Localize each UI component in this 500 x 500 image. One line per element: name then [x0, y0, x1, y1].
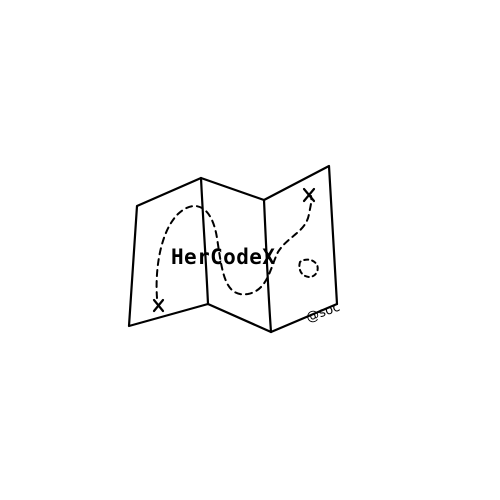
trail-loop — [298, 258, 319, 278]
map-fold-right — [262, 198, 273, 334]
map-outline — [127, 164, 339, 334]
map-fold-left — [199, 176, 210, 306]
start-x-mark-icon — [152, 298, 165, 313]
brand-name: HerCodeX — [171, 245, 275, 269]
artist-handle: @soc — [304, 300, 342, 326]
folded-treasure-map-icon — [127, 164, 339, 334]
treasure-x-mark-icon — [302, 187, 316, 203]
treasure-trail — [155, 195, 313, 299]
